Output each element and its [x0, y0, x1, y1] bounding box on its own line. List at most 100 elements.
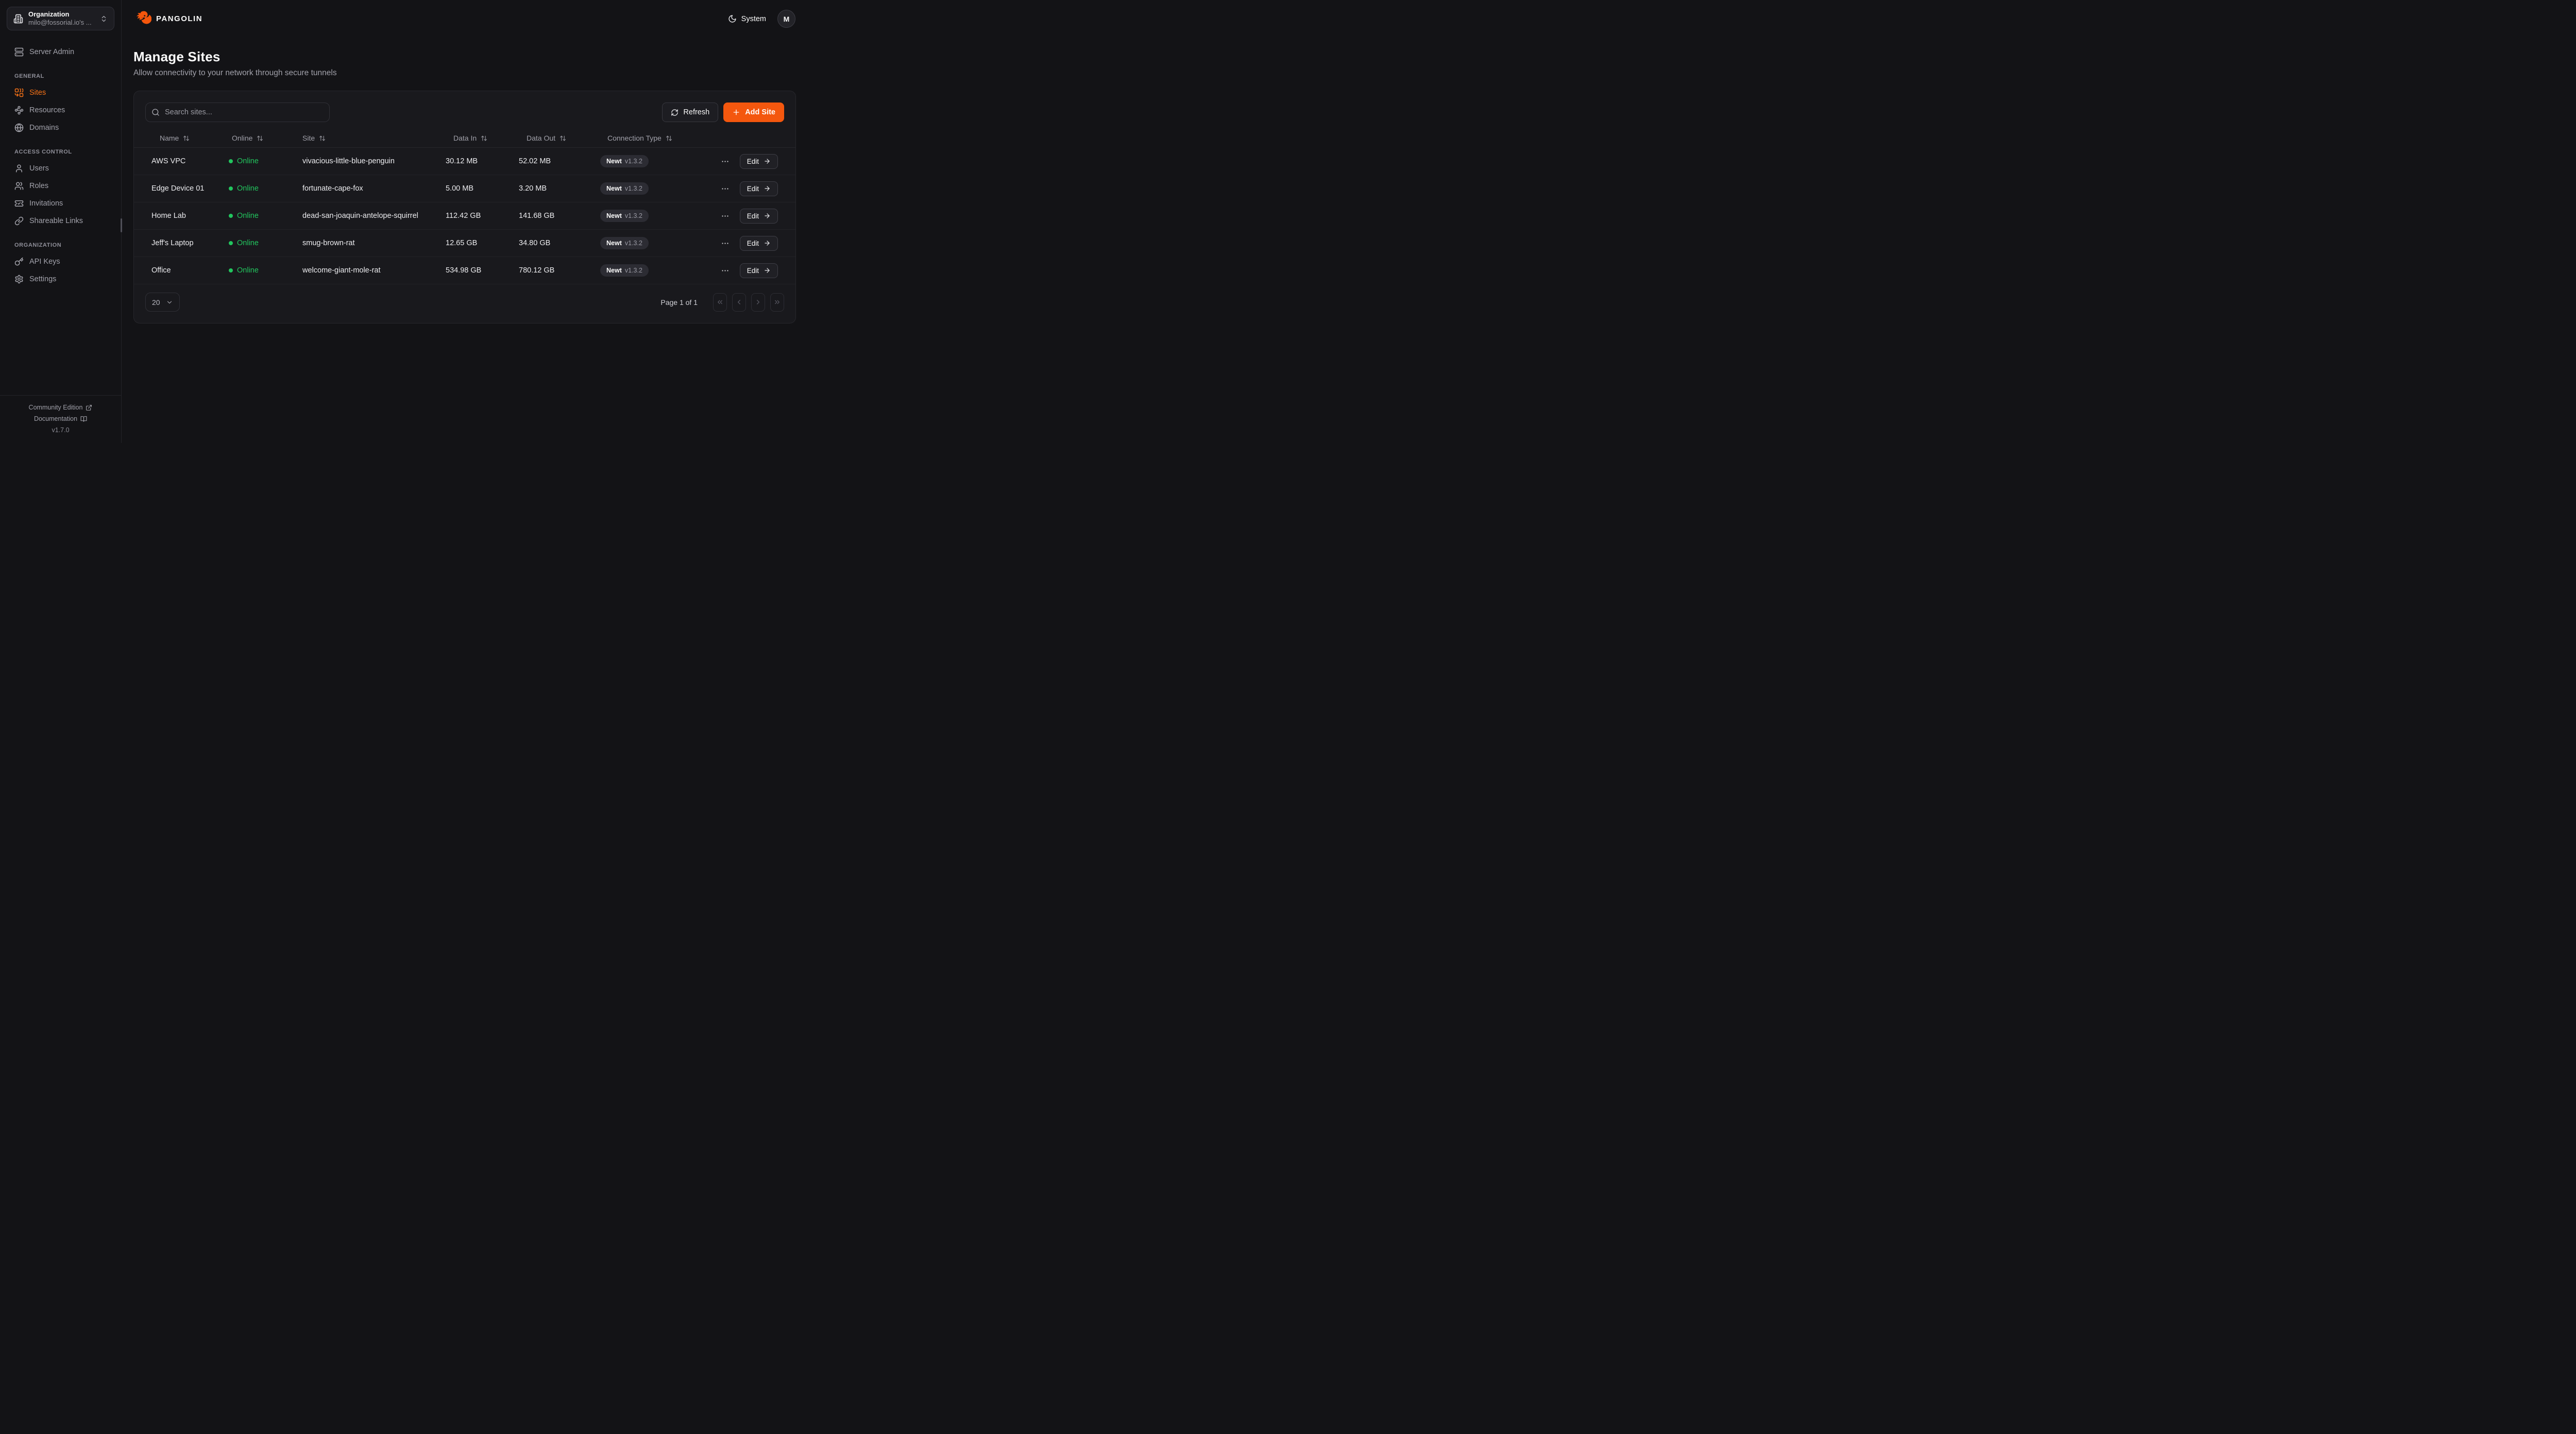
- add-site-button[interactable]: Add Site: [723, 103, 784, 122]
- sidebar-item-resources[interactable]: Resources: [7, 101, 114, 119]
- sidebar-item-domains[interactable]: Domains: [7, 119, 114, 136]
- arrow-right-icon: [764, 267, 771, 274]
- previous-page-button[interactable]: [732, 293, 746, 312]
- row-menu-button[interactable]: [719, 209, 732, 223]
- search-input[interactable]: [145, 103, 330, 122]
- last-page-button[interactable]: [770, 293, 784, 312]
- column-header-data-in[interactable]: Data In: [446, 134, 519, 142]
- organization-texts: Organization milo@fossorial.io's ...: [28, 10, 95, 27]
- site-slug: welcome-giant-mole-rat: [302, 266, 381, 275]
- column-header-online[interactable]: Online: [229, 134, 302, 142]
- connection-version: v1.3.2: [624, 158, 642, 165]
- connection-type-badge: Newt v1.3.2: [600, 210, 649, 222]
- edit-button[interactable]: Edit: [739, 153, 778, 169]
- building-icon: [13, 14, 23, 24]
- row-menu-button[interactable]: [719, 264, 732, 277]
- sidebar-item-roles[interactable]: Roles: [7, 177, 114, 195]
- theme-toggle[interactable]: System: [728, 14, 766, 23]
- data-out: 780.12 GB: [519, 266, 555, 275]
- page-size-select[interactable]: 20: [145, 293, 180, 312]
- data-in: 30.12 MB: [446, 157, 478, 165]
- edit-label: Edit: [747, 266, 759, 275]
- main-area: PANGOLIN System M Manage Sites Allow con…: [122, 0, 808, 443]
- sidebar-item-settings[interactable]: Settings: [7, 270, 114, 288]
- community-edition-link[interactable]: Community Edition: [0, 402, 121, 413]
- connection-type: Newt: [606, 158, 622, 165]
- connection-type: Newt: [606, 240, 622, 247]
- connection-type-badge: Newt v1.3.2: [600, 237, 649, 249]
- column-header-data-out[interactable]: Data Out: [519, 134, 600, 142]
- sidebar-item-users[interactable]: Users: [7, 160, 114, 177]
- sidebar-resize-handle[interactable]: [121, 218, 122, 232]
- plus-icon: [732, 108, 740, 116]
- online-dot-icon: [229, 214, 233, 218]
- online-dot-icon: [229, 186, 233, 191]
- user-avatar[interactable]: M: [777, 10, 795, 28]
- column-header-connection-type[interactable]: Connection Type: [600, 134, 778, 142]
- organization-selector[interactable]: Organization milo@fossorial.io's ...: [7, 7, 114, 30]
- column-header-name[interactable]: Name: [151, 134, 229, 142]
- edit-button[interactable]: Edit: [739, 263, 778, 278]
- sort-icon: [666, 135, 672, 142]
- server-icon: [14, 47, 24, 57]
- chevron-left-icon: [735, 298, 743, 306]
- book-open-icon: [80, 416, 87, 422]
- column-label: Site: [302, 134, 315, 142]
- edit-button[interactable]: Edit: [739, 181, 778, 196]
- user-icon: [14, 164, 24, 173]
- row-menu-button[interactable]: [719, 182, 732, 195]
- sort-icon: [560, 135, 566, 142]
- sidebar-item-sites[interactable]: Sites: [7, 84, 114, 101]
- edit-button[interactable]: Edit: [739, 235, 778, 251]
- sidebar-item-api-keys[interactable]: API Keys: [7, 253, 114, 270]
- page-subtitle: Allow connectivity to your network throu…: [133, 69, 337, 77]
- table-row: Office Online welcome-giant-mole-rat 534…: [134, 257, 795, 284]
- online-dot-icon: [229, 159, 233, 163]
- globe-icon: [14, 123, 24, 132]
- data-out: 141.68 GB: [519, 212, 555, 220]
- row-actions: Edit: [719, 153, 778, 169]
- card-footer: 20 Page 1 of 1: [134, 284, 795, 312]
- site-name: Home Lab: [151, 212, 186, 220]
- edit-label: Edit: [747, 212, 759, 220]
- sidebar-nav: Server Admin GENERAL Sites Resources Dom: [0, 37, 121, 288]
- sidebar-item-label: Resources: [29, 106, 65, 114]
- first-page-button[interactable]: [713, 293, 727, 312]
- edit-label: Edit: [747, 157, 759, 165]
- edit-label: Edit: [747, 239, 759, 247]
- status-label: Online: [237, 157, 259, 165]
- online-status: Online: [229, 184, 302, 193]
- row-menu-button[interactable]: [719, 155, 732, 168]
- toolbar-actions: Refresh Add Site: [662, 103, 784, 122]
- sidebar-item-invitations[interactable]: Invitations: [7, 195, 114, 212]
- site-slug: fortunate-cape-fox: [302, 184, 363, 193]
- app-version: v1.7.0: [52, 426, 70, 434]
- refresh-button[interactable]: Refresh: [662, 103, 719, 122]
- connection-type-badge: Newt v1.3.2: [600, 182, 649, 195]
- chevrons-left-icon: [716, 298, 724, 306]
- column-label: Connection Type: [607, 134, 662, 142]
- topbar: PANGOLIN System M: [122, 0, 808, 38]
- refresh-icon: [671, 109, 679, 116]
- table-row: Edge Device 01 Online fortunate-cape-fox…: [134, 175, 795, 202]
- sort-icon: [319, 135, 326, 142]
- table-row: Home Lab Online dead-san-joaquin-antelop…: [134, 202, 795, 230]
- row-menu-button[interactable]: [719, 236, 732, 250]
- documentation-link[interactable]: Documentation: [0, 413, 121, 424]
- status-label: Online: [237, 184, 259, 193]
- column-header-site[interactable]: Site: [302, 134, 446, 142]
- edit-button[interactable]: Edit: [739, 208, 778, 224]
- sidebar-item-server-admin[interactable]: Server Admin: [7, 43, 114, 61]
- site-slug: dead-san-joaquin-antelope-squirrel: [302, 212, 418, 220]
- organization-value: milo@fossorial.io's ...: [28, 19, 92, 26]
- pagination: Page 1 of 1: [660, 293, 784, 312]
- sites-card: Refresh Add Site Name: [133, 91, 796, 323]
- sidebar-item-shareable-links[interactable]: Shareable Links: [7, 212, 114, 230]
- site-slug: smug-brown-rat: [302, 239, 355, 247]
- next-page-button[interactable]: [751, 293, 765, 312]
- sort-icon: [183, 135, 190, 142]
- external-link-icon: [86, 404, 92, 411]
- topbar-right: System M: [728, 10, 795, 28]
- search-icon: [151, 108, 160, 116]
- status-label: Online: [237, 239, 259, 247]
